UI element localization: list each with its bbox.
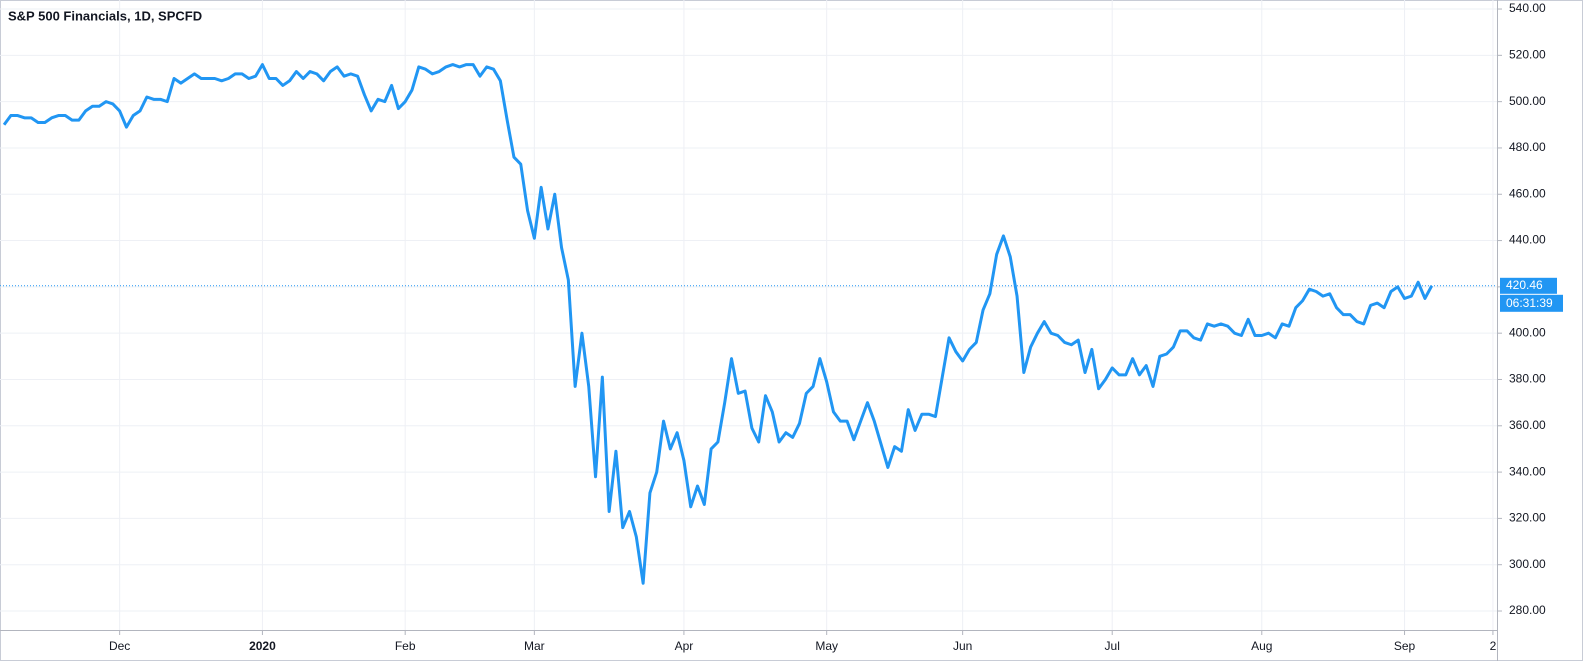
y-tick-label: 480.00 xyxy=(1509,140,1546,154)
axes: 280.00 300.00 320.00 340.00 360.00 380.00 400.… xyxy=(109,1,1563,653)
plot xyxy=(0,63,1497,585)
x-tick-label: 2020 xyxy=(249,639,276,653)
x-tick-label: Feb xyxy=(395,639,416,653)
countdown-label: 06:31:39 xyxy=(1506,296,1553,310)
y-tick-label: 540.00 xyxy=(1509,1,1546,15)
last-price-label: 420.46 xyxy=(1506,278,1543,292)
countdown-box xyxy=(1500,294,1563,312)
y-tick-label: 300.00 xyxy=(1509,557,1546,571)
x-tick-label: May xyxy=(815,639,838,653)
x-tick-label: Aug xyxy=(1251,639,1272,653)
y-tick-label: 440.00 xyxy=(1509,233,1546,247)
last-price-box xyxy=(1500,277,1557,294)
y-tick-label: 280.00 xyxy=(1509,603,1546,617)
x-tick-label: 2 xyxy=(1490,639,1497,653)
x-tick-label: Sep xyxy=(1394,639,1416,653)
y-tick-label: 400.00 xyxy=(1509,325,1546,339)
x-tick-label: Jun xyxy=(953,639,972,653)
chart-title: S&P 500 Financials, 1D, SPCFD xyxy=(8,8,202,23)
x-tick-label: Jul xyxy=(1105,639,1120,653)
x-tick-label: Mar xyxy=(524,639,545,653)
y-tick-label: 320.00 xyxy=(1509,511,1546,525)
y-tick-label: 460.00 xyxy=(1509,186,1546,200)
x-tick-label: Apr xyxy=(675,639,694,653)
grid xyxy=(0,0,1497,630)
y-tick-label: 500.00 xyxy=(1509,94,1546,108)
y-tick-label: 340.00 xyxy=(1509,464,1546,478)
y-tick-label: 380.00 xyxy=(1509,372,1546,386)
x-tick-label: Dec xyxy=(109,639,130,653)
y-tick-label: 360.00 xyxy=(1509,418,1546,432)
y-tick-label: 520.00 xyxy=(1509,48,1546,62)
price-line xyxy=(2,63,1434,585)
